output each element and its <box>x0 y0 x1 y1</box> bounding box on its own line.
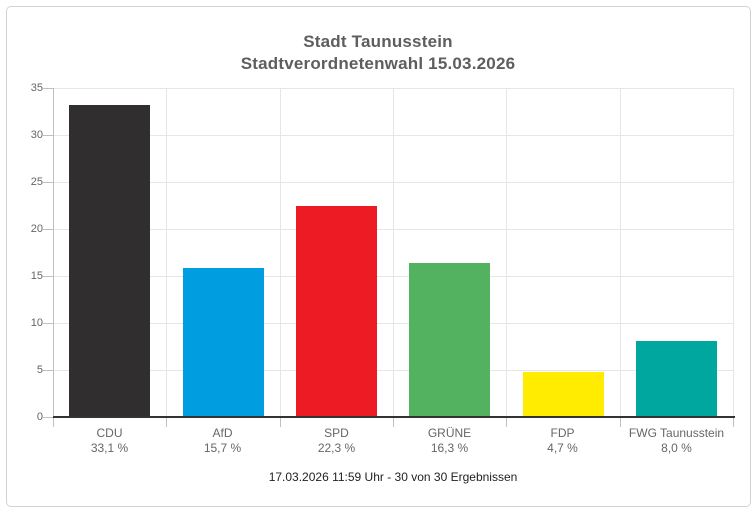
category-name: SPD <box>324 426 349 440</box>
category-percentage: 33,1 % <box>90 441 129 455</box>
gridline-horizontal <box>53 370 733 371</box>
gridline-vertical <box>280 88 281 417</box>
y-axis-line <box>53 88 54 427</box>
category-percentage: 4,7 % <box>547 441 578 455</box>
bar-afd[interactable] <box>183 268 264 416</box>
y-axis-tick <box>43 370 53 371</box>
x-axis-tick <box>733 417 734 427</box>
gridline-horizontal <box>53 276 733 277</box>
gridline-horizontal <box>53 88 733 89</box>
category-percentage: 8,0 % <box>661 441 692 455</box>
category-percentage: 22,3 % <box>317 441 356 455</box>
category-name: GRÜNE <box>427 426 472 440</box>
y-axis-tick <box>43 182 53 183</box>
y-axis-label: 25 <box>30 176 43 188</box>
x-axis-tick <box>506 417 507 427</box>
y-axis-tick <box>43 323 53 324</box>
y-axis-tick <box>43 88 53 89</box>
x-axis-tick <box>166 417 167 427</box>
gridline-vertical <box>393 88 394 417</box>
category-percentage: 15,7 % <box>203 441 242 455</box>
y-axis-tick <box>43 276 53 277</box>
category-label-fwg-taunusstein: FWG Taunusstein 8,0 % <box>620 426 733 456</box>
y-axis-label: 35 <box>30 82 43 94</box>
category-label-fdp: FDP 4,7 % <box>506 426 619 456</box>
bar-gruene[interactable] <box>409 263 490 416</box>
chart-title: Stadt Taunusstein <box>303 32 453 51</box>
y-axis-label: 10 <box>30 317 43 329</box>
gridline-vertical <box>733 88 734 417</box>
category-name: FWG Taunusstein <box>628 426 725 440</box>
category-label-cdu: CDU 33,1 % <box>53 426 166 456</box>
chart-title-block: Stadt Taunusstein Stadtverordnetenwahl 1… <box>0 31 756 75</box>
x-axis-tick <box>280 417 281 427</box>
gridline-vertical <box>166 88 167 417</box>
category-name: AfD <box>212 426 233 440</box>
chart-subtitle: Stadtverordnetenwahl 15.03.2026 <box>240 54 516 73</box>
x-axis-tick <box>620 417 621 427</box>
chart-footer: 17.03.2026 11:59 Uhr - 30 von 30 Ergebni… <box>268 470 518 484</box>
y-axis-label: 30 <box>30 129 43 141</box>
gridline-horizontal <box>53 323 733 324</box>
bar-fwg-taunusstein[interactable] <box>636 341 717 416</box>
gridline-vertical <box>506 88 507 417</box>
category-label-afd: AfD 15,7 % <box>166 426 279 456</box>
category-name: FDP <box>550 426 575 440</box>
y-axis-label: 5 <box>36 364 43 376</box>
bar-spd[interactable] <box>296 206 377 416</box>
bar-cdu[interactable] <box>69 105 150 416</box>
y-axis-tick <box>43 417 53 418</box>
y-axis-label: 20 <box>30 223 43 235</box>
category-percentage: 16,3 % <box>430 441 469 455</box>
y-axis-label: 15 <box>30 270 43 282</box>
category-name: CDU <box>96 426 123 440</box>
x-axis-tick <box>393 417 394 427</box>
x-axis-line <box>53 416 735 418</box>
y-axis-tick <box>43 135 53 136</box>
gridline-vertical <box>620 88 621 417</box>
category-label-spd: SPD 22,3 % <box>280 426 393 456</box>
y-axis-tick <box>43 229 53 230</box>
y-axis-label: 0 <box>36 411 43 423</box>
bar-fdp[interactable] <box>523 372 604 416</box>
gridline-horizontal <box>53 135 733 136</box>
category-label-gruene: GRÜNE 16,3 % <box>393 426 506 456</box>
gridline-horizontal <box>53 182 733 183</box>
gridline-horizontal <box>53 229 733 230</box>
